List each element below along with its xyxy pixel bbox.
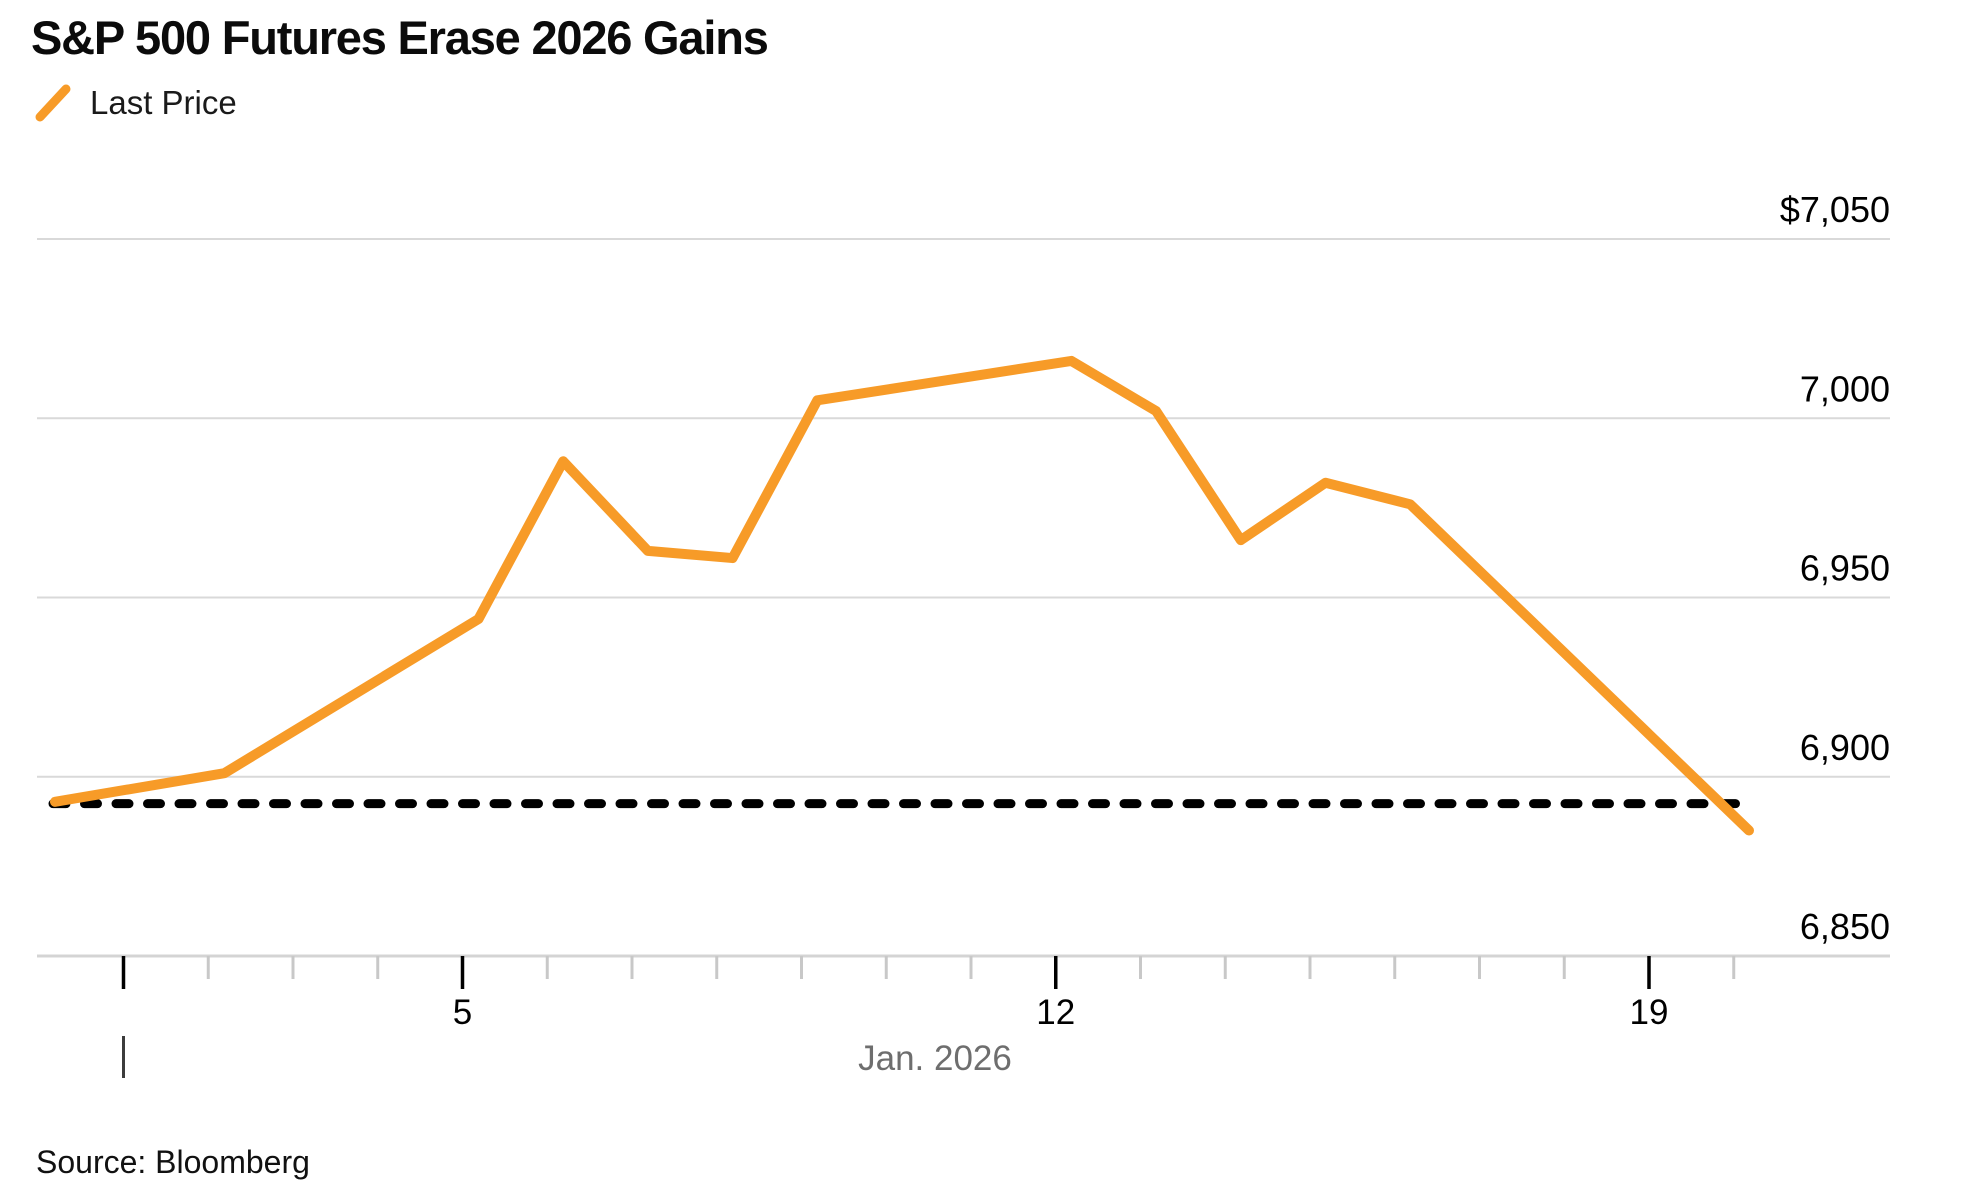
y-axis-label: 6,900: [1800, 727, 1890, 768]
source-note: Source: Bloomberg: [36, 1144, 310, 1180]
x-axis-label: 12: [1036, 993, 1075, 1032]
y-axis-label: 6,850: [1800, 906, 1890, 947]
y-axis-label: 7,000: [1800, 368, 1890, 409]
x-axis-ticks: [121, 956, 1736, 989]
y-axis-label: $7,050: [1780, 189, 1890, 230]
price-line: [50, 355, 1754, 836]
legend: Last Price: [33, 82, 237, 124]
legend-label: Last Price: [90, 84, 237, 121]
y-axis-labels: $7,050 7,000 6,950 6,900 6,850: [1780, 189, 1890, 947]
chart-title: S&P 500 Futures Erase 2026 Gains: [31, 11, 769, 64]
legend-line-swatch-icon: [35, 84, 71, 122]
x-axis-label: 5: [453, 993, 472, 1032]
month-label: Jan. 2026: [858, 1039, 1012, 1078]
x-axis-label: 19: [1630, 993, 1669, 1032]
x-axis-labels: 5 12 19: [453, 993, 1669, 1032]
y-axis-label: 6,950: [1800, 548, 1890, 589]
gridlines: [37, 238, 1890, 778]
